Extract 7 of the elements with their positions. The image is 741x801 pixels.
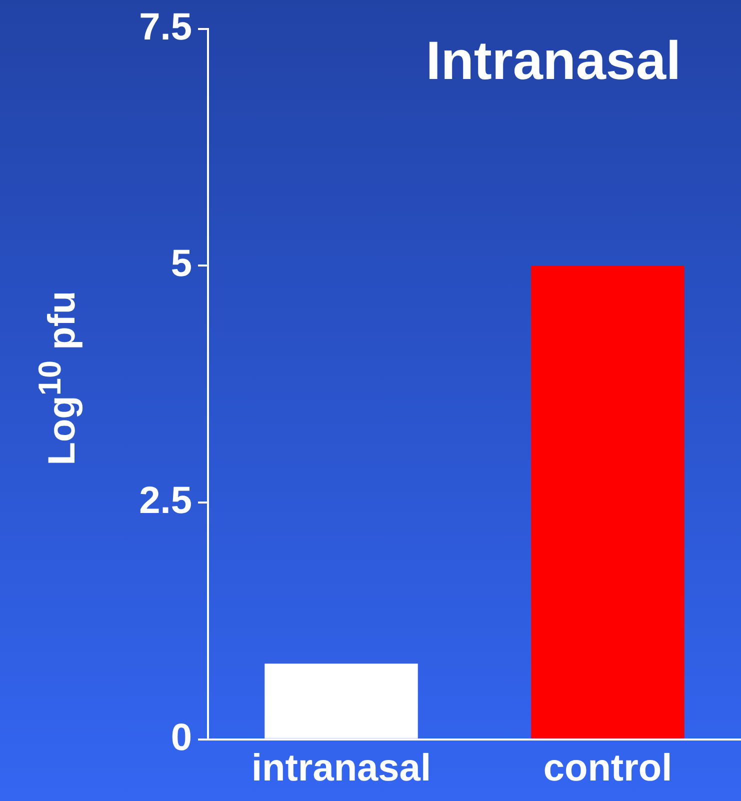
- x-tick-label: intranasal: [251, 748, 432, 790]
- y-tick-label: 7.5: [139, 6, 192, 48]
- x-tick-label: control: [543, 748, 672, 790]
- y-tick-label: 0: [170, 716, 192, 759]
- y-tick-label: 2.5: [139, 480, 192, 522]
- y-tick-label: 5: [170, 243, 192, 286]
- chart-title: Intranasal: [426, 30, 681, 92]
